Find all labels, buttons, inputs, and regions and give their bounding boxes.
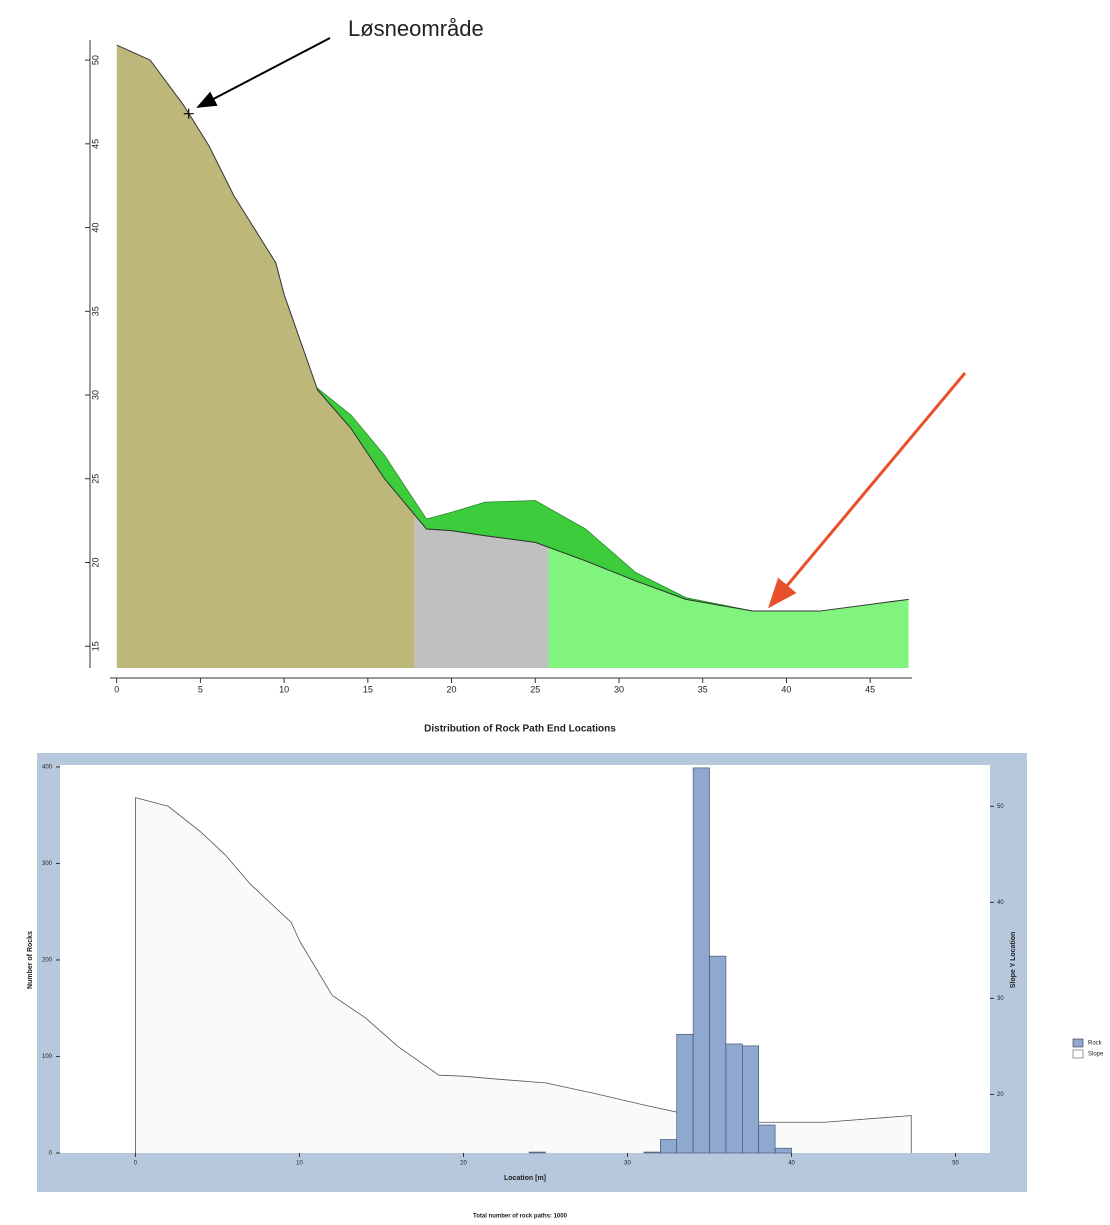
y-tick-label: 40: [90, 223, 100, 233]
legend-swatch: [1072, 1049, 1084, 1059]
y-tick-label: 200: [42, 958, 53, 964]
x-tick-label: 0: [134, 1161, 138, 1167]
terrain-region: [414, 514, 549, 668]
histogram-bar: [774, 1147, 792, 1154]
legend-label: Slope: [1088, 1052, 1104, 1058]
y-tick-label: 400: [42, 765, 53, 771]
x-tick-label: 50: [952, 1161, 959, 1167]
y2-tick-label: 20: [997, 1092, 1004, 1098]
x-tick-label: 45: [865, 684, 875, 694]
legend-swatch: [1072, 1038, 1084, 1048]
x-tick-label: 30: [614, 684, 624, 694]
x-tick-label: 20: [447, 684, 457, 694]
y-tick-label: 45: [90, 139, 100, 149]
y-tick-label: 50: [90, 55, 100, 65]
histogram-bar: [709, 955, 727, 1154]
histogram-bar: [643, 1151, 661, 1154]
y2-axis-label: Slope Y Location: [1010, 932, 1017, 989]
highlight-arrow: [768, 372, 967, 609]
x-tick-label: 25: [530, 684, 540, 694]
y2-tick-label: 50: [997, 804, 1004, 810]
x-tick-label: 30: [624, 1161, 631, 1167]
y-axis-label: Number of Rocks: [27, 931, 34, 989]
y-tick-label: 0: [49, 1151, 53, 1157]
legend-label: Rock: [1088, 1041, 1103, 1047]
y2-tick-label: 40: [997, 900, 1004, 906]
release-point: [183, 108, 194, 119]
x-tick-label: 5: [198, 684, 203, 694]
y-tick-label: 100: [42, 1054, 53, 1060]
x-tick-label: 40: [788, 1161, 795, 1167]
terrain-region: [548, 547, 909, 668]
footer-note: Total number of rock paths: 1000: [473, 1214, 568, 1220]
y-tick-label: 20: [90, 557, 100, 567]
terrain-profile: [116, 44, 909, 612]
chart-title: Distribution of Rock Path End Locations: [424, 724, 616, 735]
histogram-bar: [660, 1139, 678, 1154]
x-tick-label: 0: [114, 684, 119, 694]
y-tick-label: 30: [90, 390, 100, 400]
x-axis-label: Location [m]: [504, 1175, 546, 1182]
terrain-region: [116, 45, 415, 668]
y2-tick-label: 30: [997, 996, 1004, 1002]
x-tick-label: 15: [363, 684, 373, 694]
y-tick-label: 25: [90, 474, 100, 484]
histogram-bar: [528, 1151, 546, 1154]
x-tick-label: 10: [296, 1161, 303, 1167]
histogram-bar: [692, 767, 710, 1154]
x-tick-label: 20: [460, 1161, 467, 1167]
y-tick-label: 35: [90, 306, 100, 316]
histogram-bar: [742, 1045, 760, 1154]
histogram-bar: [758, 1124, 776, 1154]
y-tick-label: 300: [42, 861, 53, 867]
x-tick-label: 35: [698, 684, 708, 694]
annotation-arrow: [196, 37, 331, 108]
y-tick-label: 15: [90, 641, 100, 651]
annotation: Løsneområde: [348, 16, 484, 41]
histogram-bar: [725, 1043, 743, 1154]
histogram-bar: [676, 1033, 694, 1154]
x-tick-label: 40: [781, 684, 791, 694]
x-tick-label: 10: [279, 684, 289, 694]
